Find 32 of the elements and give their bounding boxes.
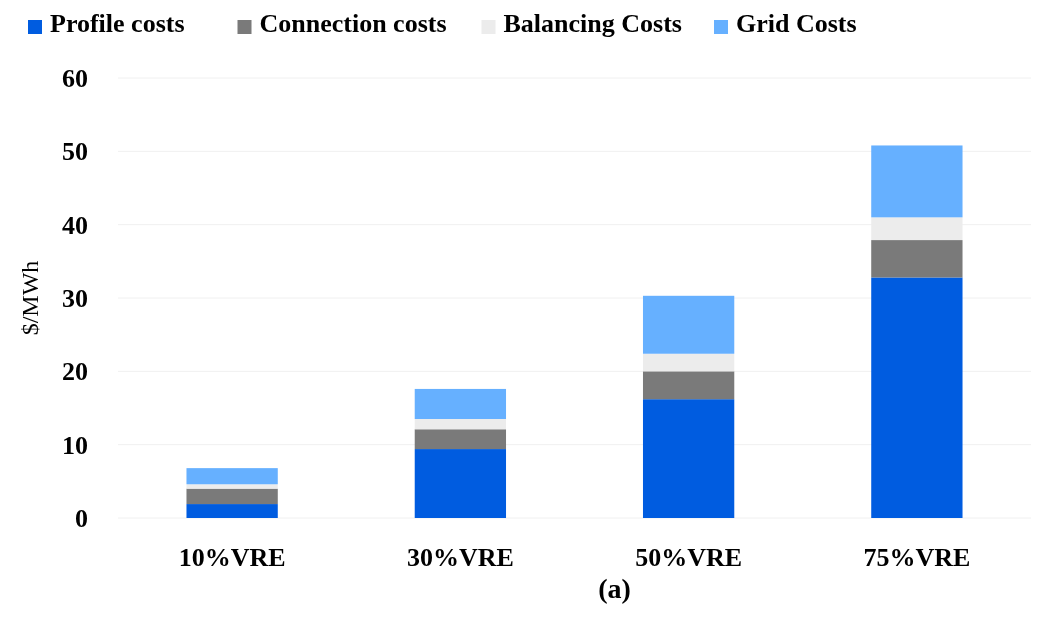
y-tick-label: 0 — [75, 504, 88, 534]
legend-label: Profile costs — [50, 9, 185, 38]
text: (a) — [598, 573, 631, 604]
y-tick-label: 40 — [62, 210, 88, 240]
y-tick-label: 50 — [62, 137, 88, 167]
bar — [186, 504, 278, 518]
bar — [186, 488, 278, 505]
bar — [642, 371, 735, 400]
bar — [414, 449, 507, 518]
x-tick-label: 30%VRE — [406, 543, 514, 572]
bar — [642, 399, 735, 518]
legend-label: Grid Costs — [736, 9, 857, 38]
bar — [642, 295, 735, 354]
y-tick-label: 60 — [62, 64, 88, 94]
bar — [871, 277, 963, 518]
y-axis-title: $/MWh — [17, 260, 43, 336]
legend-label: Balancing Costs — [503, 9, 682, 38]
bar — [871, 145, 963, 218]
bar — [186, 484, 278, 489]
legend-label: Connection costs — [259, 9, 447, 38]
bar — [871, 240, 963, 278]
bar — [414, 419, 507, 430]
bar — [414, 429, 507, 450]
bar — [186, 468, 278, 485]
bar — [642, 353, 735, 372]
y-tick-label: 10 — [62, 430, 88, 460]
y-tick-label: 20 — [62, 357, 88, 387]
x-tick-label: 75%VRE — [863, 543, 971, 572]
bar — [414, 388, 507, 419]
x-tick-label: 10%VRE — [178, 543, 286, 572]
x-tick-label: 50%VRE — [635, 543, 743, 572]
y-tick-label: 30 — [62, 284, 88, 314]
